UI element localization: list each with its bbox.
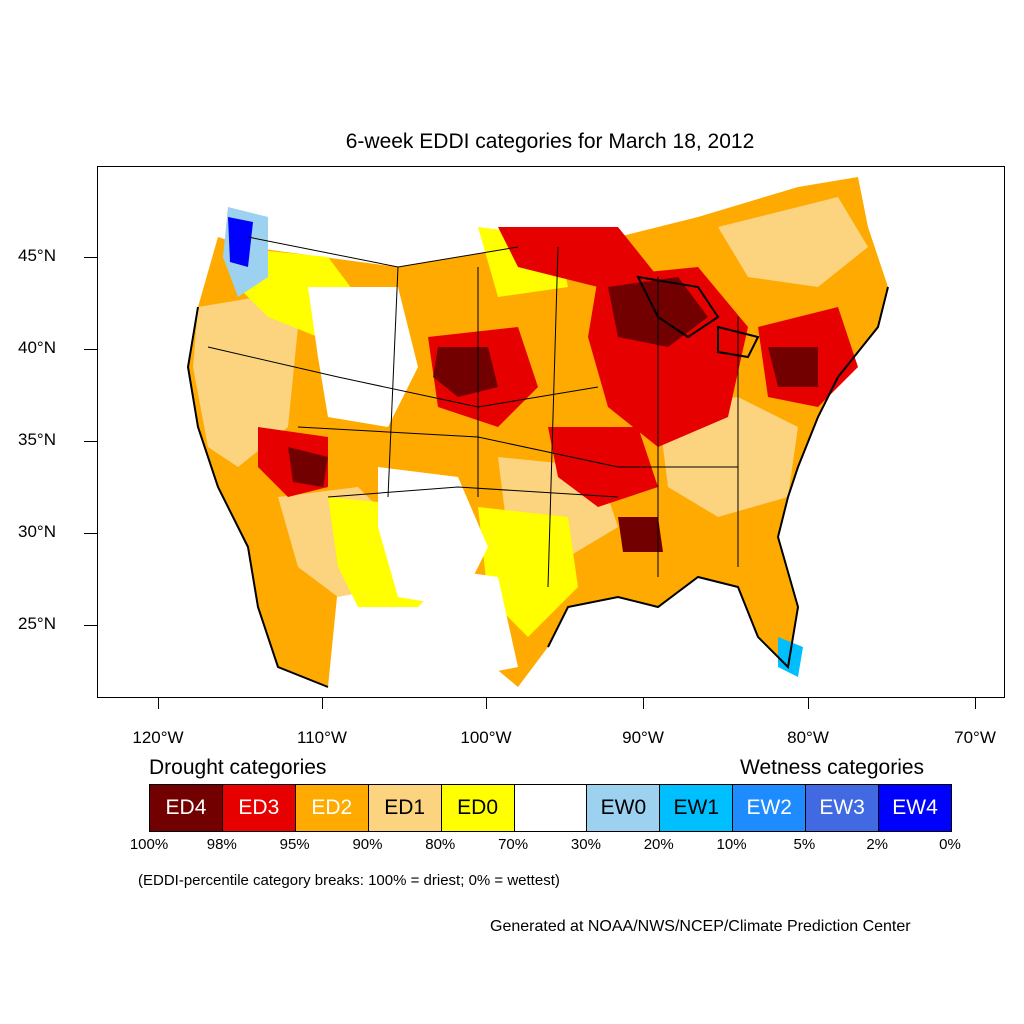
- lat-tick: [84, 257, 97, 258]
- normal-region-tx: [428, 567, 518, 677]
- lon-label-70: 70°W: [954, 728, 996, 747]
- state-boundaries: [207, 236, 739, 588]
- percentile-label: 95%: [279, 836, 310, 853]
- map-canvas: [186, 177, 889, 688]
- lon-tick: [486, 697, 487, 709]
- category-legend: ED4 ED3 ED2 ED1 ED0 EW0 EW1 EW2 EW3 EW4: [149, 784, 952, 832]
- lat-label-35: 35°N: [18, 430, 56, 449]
- legend-ew2: EW2: [733, 785, 807, 831]
- percentile-label: 90%: [352, 836, 383, 853]
- legend-ew0: EW0: [587, 785, 661, 831]
- lon-tick: [808, 697, 809, 709]
- lat-tick: [84, 441, 97, 442]
- ed3-region-ozarks: [548, 427, 658, 507]
- legend-ew1: EW1: [660, 785, 734, 831]
- percentile-label: 98%: [206, 836, 237, 853]
- legend-ed2: ED2: [295, 785, 369, 831]
- ed1-region-canada: [718, 197, 868, 287]
- eddi-map: [97, 166, 1005, 698]
- lat-tick: [84, 533, 97, 534]
- legend-ew3: EW3: [806, 785, 880, 831]
- percentile-label: 0%: [939, 836, 961, 853]
- wetness-legend-heading: Wetness categories: [740, 756, 925, 779]
- lat-tick: [84, 625, 97, 626]
- lon-label-120: 120°W: [132, 728, 184, 747]
- percentile-label: 2%: [866, 836, 889, 853]
- lat-label-25: 25°N: [18, 614, 56, 633]
- ed4-region-pa: [768, 347, 818, 387]
- percentile-label: 5%: [793, 836, 816, 853]
- percentile-label: 100%: [129, 836, 169, 853]
- lon-tick: [158, 697, 159, 709]
- lat-label-40: 40°N: [18, 338, 56, 357]
- lon-label-80: 80°W: [787, 728, 829, 747]
- percentile-label: 20%: [643, 836, 674, 853]
- percentile-label: 80%: [425, 836, 456, 853]
- drought-legend-heading: Drought categories: [149, 756, 327, 779]
- ew4-region-puget: [228, 217, 253, 267]
- normal-region-rockies: [308, 287, 418, 427]
- lon-tick: [975, 697, 976, 709]
- legend-ed1: ED1: [368, 785, 442, 831]
- ed4-region-az: [288, 447, 328, 487]
- lon-label-110: 110°W: [297, 728, 347, 747]
- percentile-label: 70%: [498, 836, 529, 853]
- percentile-label: 10%: [716, 836, 747, 853]
- legend-ed4: ED4: [150, 785, 223, 831]
- ed3-region-north: [498, 227, 658, 287]
- ed4-region-ms: [618, 517, 663, 552]
- great-lakes: [636, 275, 760, 359]
- credit-line: Generated at NOAA/NWS/NCEP/Climate Predi…: [490, 918, 911, 935]
- lon-tick: [322, 697, 323, 709]
- legend-ed3: ED3: [222, 785, 296, 831]
- category-note: (EDDI-percentile category breaks: 100% =…: [138, 872, 560, 889]
- coastline: [186, 286, 889, 688]
- lat-label-30: 30°N: [18, 522, 56, 541]
- legend-normal: [514, 785, 588, 831]
- lon-tick: [643, 697, 644, 709]
- lat-label-45: 45°N: [18, 246, 56, 265]
- percentile-label: 30%: [570, 836, 601, 853]
- ed1-region-west: [193, 297, 298, 467]
- legend-ew4: EW4: [879, 785, 951, 831]
- ed4-region-nebraska: [433, 347, 498, 397]
- lon-label-90: 90°W: [622, 728, 664, 747]
- lat-tick: [84, 349, 97, 350]
- map-title: 6-week EDDI categories for March 18, 201…: [345, 130, 755, 153]
- lon-label-100: 100°W: [460, 728, 512, 747]
- legend-ed0: ED0: [441, 785, 515, 831]
